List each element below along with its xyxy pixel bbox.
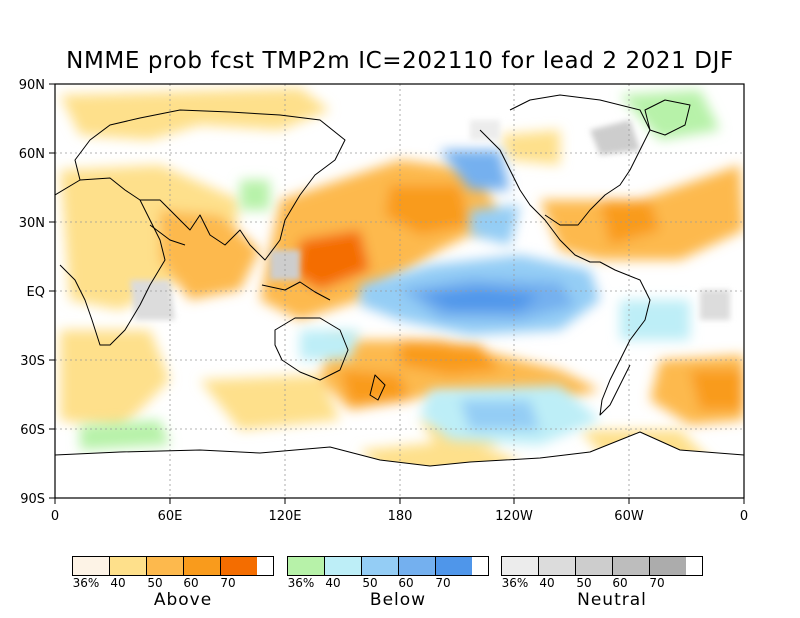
legend-swatch xyxy=(110,557,147,575)
legend-above-name: Above xyxy=(153,590,213,610)
antarctica-land xyxy=(55,432,744,498)
lon-label: 0 xyxy=(51,509,59,524)
lat-label: 60N xyxy=(19,147,45,162)
lon-label: 60E xyxy=(158,509,183,524)
probability-field xyxy=(55,84,744,498)
graticule xyxy=(55,84,744,498)
legend-swatch xyxy=(650,557,686,575)
legend-below-colorbar xyxy=(287,556,489,576)
coastlines xyxy=(55,94,744,467)
legend-swatch xyxy=(221,557,257,575)
legend-swatch xyxy=(399,557,436,575)
legend-tick: 50 xyxy=(362,576,378,590)
legend-below: 36% 40 50 60 70 Below xyxy=(287,556,489,610)
lon-label: 120W xyxy=(495,509,533,524)
legend-swatch xyxy=(613,557,650,575)
legend-swatch xyxy=(576,557,613,575)
legend-neutral: 36% 40 50 60 70 Neutral xyxy=(501,556,703,610)
legend-neutral-name: Neutral xyxy=(577,590,647,610)
longitude-labels: 0 60E 120E 180 120W 60W 0 xyxy=(51,509,748,524)
lat-label: 90S xyxy=(20,492,45,507)
legend-tick: 36% xyxy=(501,576,529,590)
legend-tick: 40 xyxy=(539,576,555,590)
legend-swatch xyxy=(147,557,184,575)
legend-swatch xyxy=(184,557,221,575)
lat-label: 60S xyxy=(20,423,45,438)
legend-tick: 60 xyxy=(398,576,414,590)
below-shading xyxy=(80,90,720,450)
legend-tick: 50 xyxy=(576,576,592,590)
legend-swatch xyxy=(288,557,325,575)
lat-label: 30N xyxy=(19,216,45,231)
lat-label: 30S xyxy=(20,354,45,369)
legend-above: 36% 40 50 60 70 Above xyxy=(72,556,274,610)
legend-below-name: Below xyxy=(369,590,427,610)
legend-tick: 36% xyxy=(72,576,100,590)
legend-tick: 60 xyxy=(183,576,199,590)
lat-label: EQ xyxy=(27,285,45,300)
legend-tick: 70 xyxy=(220,576,236,590)
lat-label: 90N xyxy=(19,78,45,93)
legend-tick: 60 xyxy=(612,576,628,590)
legend-swatch xyxy=(502,557,539,575)
lon-label: 0 xyxy=(740,509,748,524)
legend-tick: 36% xyxy=(287,576,315,590)
legend-tick: 50 xyxy=(147,576,163,590)
legend-tick: 40 xyxy=(325,576,341,590)
legend-swatch xyxy=(539,557,576,575)
neutral-shading xyxy=(130,120,730,320)
latitude-labels: 90N 60N 30N EQ 30S 60S 90S xyxy=(19,78,45,507)
legend-tick: 40 xyxy=(110,576,126,590)
legend-tick: 70 xyxy=(435,576,451,590)
axis-ticks xyxy=(49,83,745,504)
lon-label: 180 xyxy=(388,509,413,524)
legend-swatch xyxy=(362,557,399,575)
legend-swatch xyxy=(325,557,362,575)
legend-above-colorbar xyxy=(72,556,274,576)
legend-tick: 70 xyxy=(649,576,665,590)
legend-neutral-colorbar xyxy=(501,556,703,576)
lon-label: 60W xyxy=(614,509,644,524)
legend-swatch xyxy=(436,557,472,575)
lon-label: 120E xyxy=(268,509,301,524)
legend-swatch xyxy=(73,557,110,575)
map-title: NMME prob fcst TMP2m IC=202110 for lead … xyxy=(66,48,734,74)
